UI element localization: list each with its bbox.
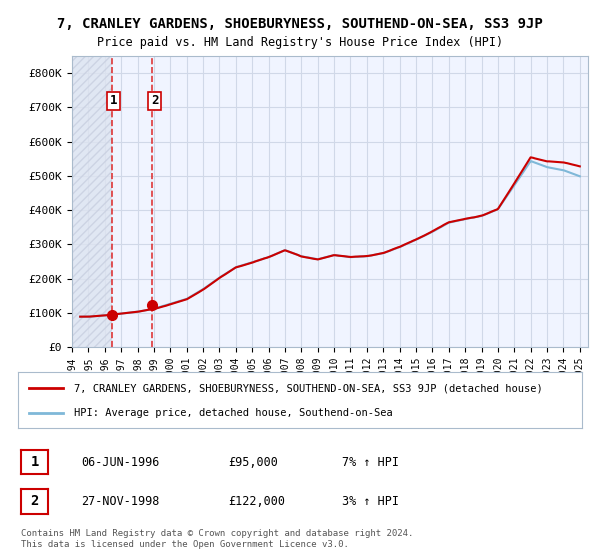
Bar xyxy=(72,56,112,347)
Text: £95,000: £95,000 xyxy=(228,455,278,469)
Text: HPI: Average price, detached house, Southend-on-Sea: HPI: Average price, detached house, Sout… xyxy=(74,408,393,418)
Text: Price paid vs. HM Land Registry's House Price Index (HPI): Price paid vs. HM Land Registry's House … xyxy=(97,36,503,49)
Text: 3% ↑ HPI: 3% ↑ HPI xyxy=(342,494,399,508)
Text: Contains HM Land Registry data © Crown copyright and database right 2024.
This d: Contains HM Land Registry data © Crown c… xyxy=(21,529,413,549)
Text: £122,000: £122,000 xyxy=(228,494,285,508)
Text: 27-NOV-1998: 27-NOV-1998 xyxy=(81,494,160,508)
Text: 1: 1 xyxy=(110,94,118,107)
Text: 2: 2 xyxy=(151,94,158,107)
Text: 06-JUN-1996: 06-JUN-1996 xyxy=(81,455,160,469)
Text: 2: 2 xyxy=(31,494,38,508)
Text: 7% ↑ HPI: 7% ↑ HPI xyxy=(342,455,399,469)
Text: 1: 1 xyxy=(31,455,38,469)
Text: 7, CRANLEY GARDENS, SHOEBURYNESS, SOUTHEND-ON-SEA, SS3 9JP: 7, CRANLEY GARDENS, SHOEBURYNESS, SOUTHE… xyxy=(57,17,543,31)
Text: 7, CRANLEY GARDENS, SHOEBURYNESS, SOUTHEND-ON-SEA, SS3 9JP (detached house): 7, CRANLEY GARDENS, SHOEBURYNESS, SOUTHE… xyxy=(74,383,543,393)
